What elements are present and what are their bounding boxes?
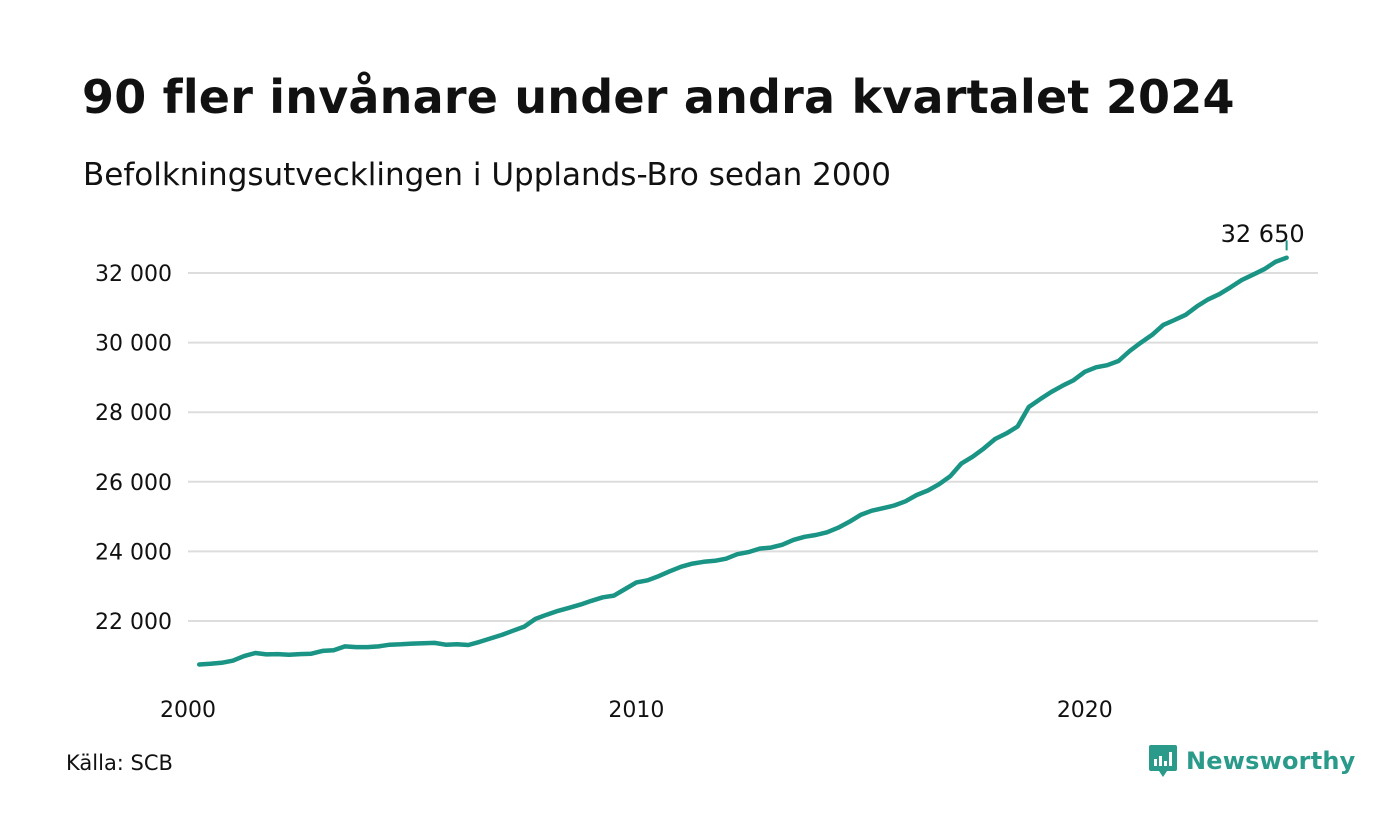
- chart-title: 90 fler invånare under andra kvartalet 2…: [82, 70, 1235, 124]
- chart-subtitle: Befolkningsutvecklingen i Upplands-Bro s…: [83, 157, 891, 193]
- end-value-label: 32 650: [1221, 220, 1305, 248]
- x-tick-label: 2000: [160, 698, 216, 723]
- y-tick-label: 24 000: [95, 540, 172, 565]
- x-tick-label: 2020: [1057, 698, 1113, 723]
- y-tick-label: 26 000: [95, 471, 172, 496]
- x-tick-label: 2010: [608, 698, 664, 723]
- brand-name: Newsworthy: [1186, 747, 1356, 775]
- newsworthy-logo-icon: [1149, 745, 1177, 777]
- y-tick-label: 32 000: [95, 262, 172, 287]
- y-tick-label: 30 000: [95, 332, 172, 357]
- series-line: [196, 255, 1289, 667]
- y-tick-label: 28 000: [95, 401, 172, 426]
- brand-logo: Newsworthy: [1148, 744, 1356, 778]
- y-tick-label: 22 000: [95, 610, 172, 635]
- source-note: Källa: SCB: [66, 751, 173, 775]
